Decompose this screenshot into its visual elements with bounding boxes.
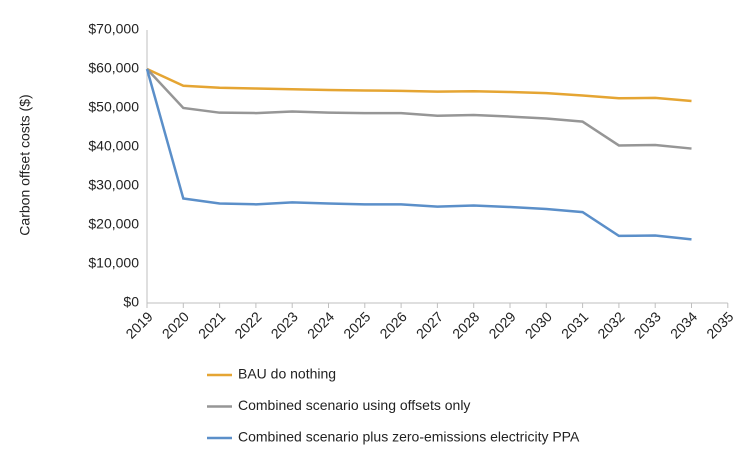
x-tick-label: 2033: [631, 308, 664, 341]
y-tick-label: $70,000: [88, 21, 139, 37]
y-tick-label: $20,000: [88, 216, 139, 232]
x-tick-label: 2021: [195, 308, 228, 341]
y-tick-label: $50,000: [88, 99, 139, 115]
x-tick-label: 2024: [304, 308, 337, 341]
x-tick-label: 2027: [413, 308, 446, 341]
x-tick-label: 2029: [485, 308, 518, 341]
x-tick-label: 2019: [122, 308, 155, 341]
x-tick-label: 2031: [558, 308, 591, 341]
x-tick-label: 2030: [522, 308, 555, 341]
x-tick-label: 2026: [376, 308, 409, 341]
series-line: [146, 67, 692, 103]
x-tick-label: 2032: [594, 308, 627, 341]
x-tick-label: 2025: [340, 308, 373, 341]
y-tick-label: $40,000: [88, 138, 139, 154]
x-tick-label: 2023: [268, 308, 301, 341]
series-line: [145, 68, 692, 241]
series-line: [146, 68, 692, 150]
y-tick-label: $60,000: [88, 60, 139, 76]
legend-label: Combined scenario plus zero-emissions el…: [238, 429, 580, 445]
x-tick-label: 2028: [449, 308, 482, 341]
x-tick-label: 2034: [667, 308, 700, 341]
legend-label: BAU do nothing: [238, 366, 336, 382]
y-tick-label: $10,000: [88, 255, 139, 271]
legend-label: Combined scenario using offsets only: [238, 397, 470, 413]
x-tick-label: 2022: [231, 308, 264, 341]
y-tick-label: $30,000: [88, 177, 139, 193]
y-tick-label: $0: [123, 294, 139, 310]
y-axis-title: Carbon offset costs ($): [17, 94, 33, 235]
x-tick-label: 2035: [703, 308, 736, 341]
x-tick-label: 2020: [159, 308, 192, 341]
